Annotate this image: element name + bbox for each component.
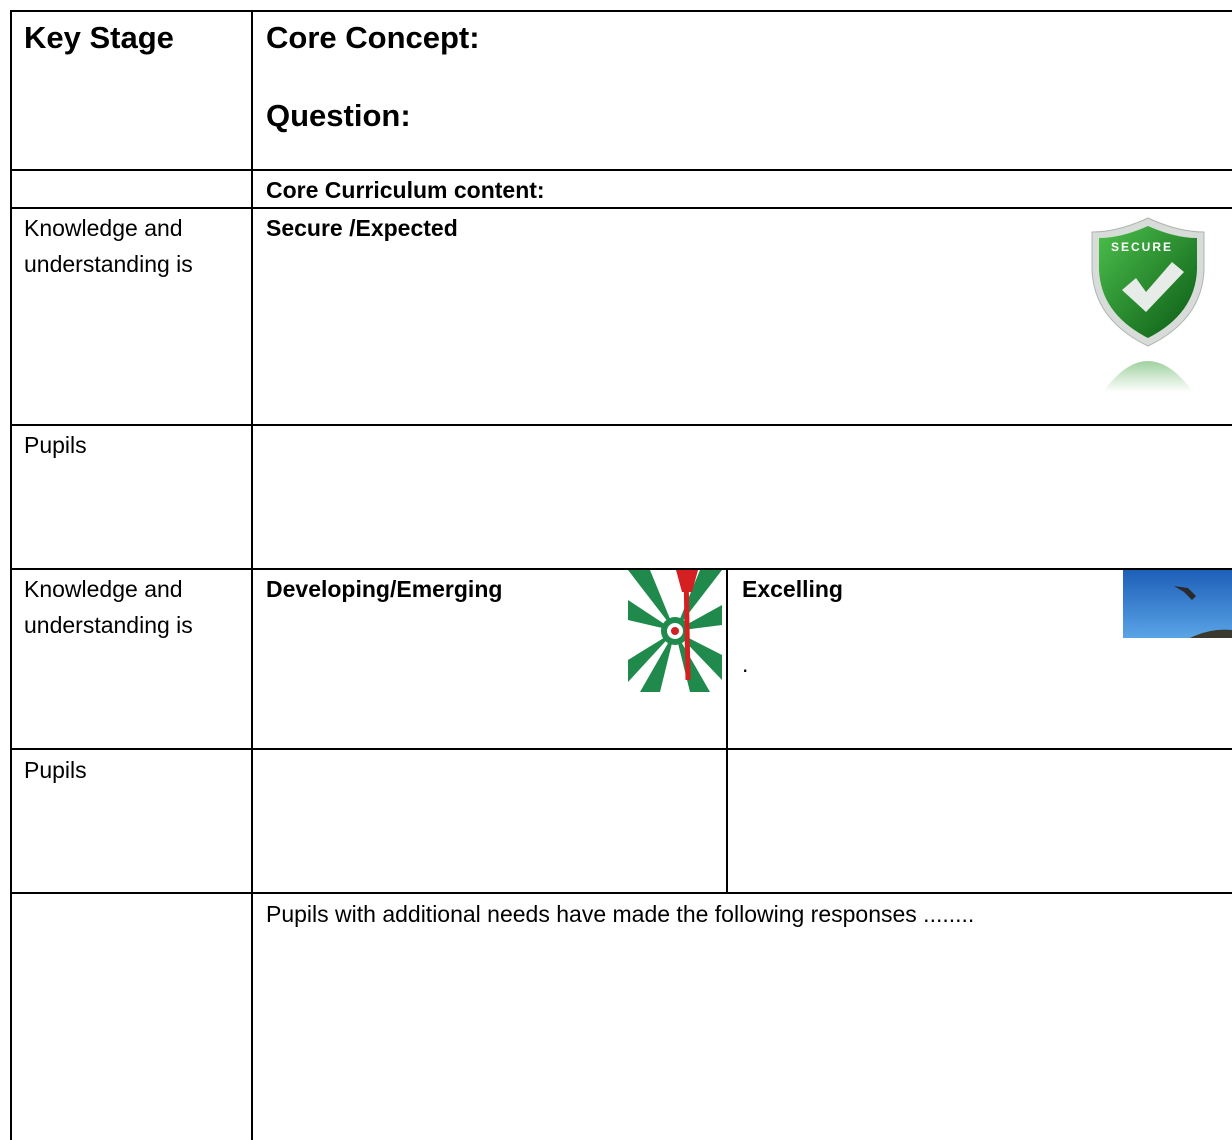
question-header: Question:: [266, 98, 411, 133]
additional-needs-text: Pupils with additional needs have made t…: [266, 901, 975, 927]
row-label: Knowledge and understanding is: [24, 576, 193, 638]
pupils-label: Pupils: [24, 432, 87, 458]
row-label: Knowledge and understanding is: [24, 215, 193, 277]
pupils-label: Pupils: [24, 757, 87, 783]
dart-image: [628, 570, 722, 692]
excelling-image: [1123, 570, 1232, 638]
excelling-note: .: [742, 651, 749, 677]
core-concept-header: Core Concept:: [266, 20, 480, 55]
shield-badge-text: SECURE: [1111, 240, 1174, 254]
secure-heading: Secure /Expected: [266, 215, 458, 241]
developing-heading: Developing/Emerging: [266, 576, 503, 602]
excelling-heading: Excelling: [742, 576, 843, 602]
curriculum-label: Core Curriculum content:: [266, 177, 545, 203]
key-stage-header: Key Stage: [24, 20, 174, 55]
secure-shield-icon: [1091, 217, 1205, 392]
